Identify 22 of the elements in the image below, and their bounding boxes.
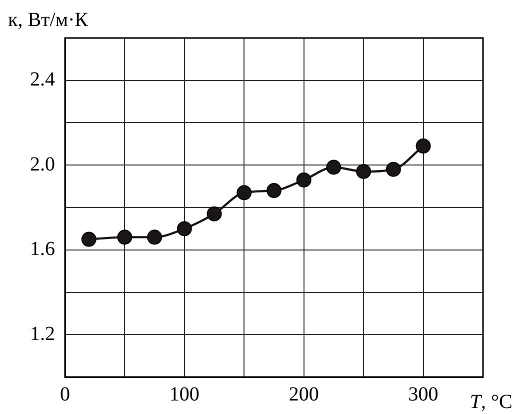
y-tick-label: 1.2	[30, 322, 55, 345]
x-tick-label: 0	[60, 383, 70, 406]
point	[416, 138, 431, 154]
point	[206, 206, 222, 222]
point	[296, 172, 312, 188]
point	[356, 164, 372, 179]
point	[266, 183, 282, 198]
point	[326, 160, 342, 175]
x-axis-title: T, °C	[470, 391, 512, 413]
x-tick-label: 200	[288, 383, 319, 406]
x-tick-label: 100	[169, 383, 200, 406]
point	[176, 221, 192, 236]
y-tick-label: 2.4	[30, 68, 55, 91]
x-tick-label: 300	[408, 383, 438, 406]
point	[386, 162, 401, 177]
y-axis-title: к, Вт/м·К	[8, 9, 89, 31]
y-tick-label: 1.6	[30, 238, 55, 260]
y-tick-label: 2.0	[30, 153, 55, 176]
point	[81, 232, 96, 247]
point	[117, 230, 132, 245]
point	[236, 185, 252, 200]
point	[147, 230, 162, 245]
